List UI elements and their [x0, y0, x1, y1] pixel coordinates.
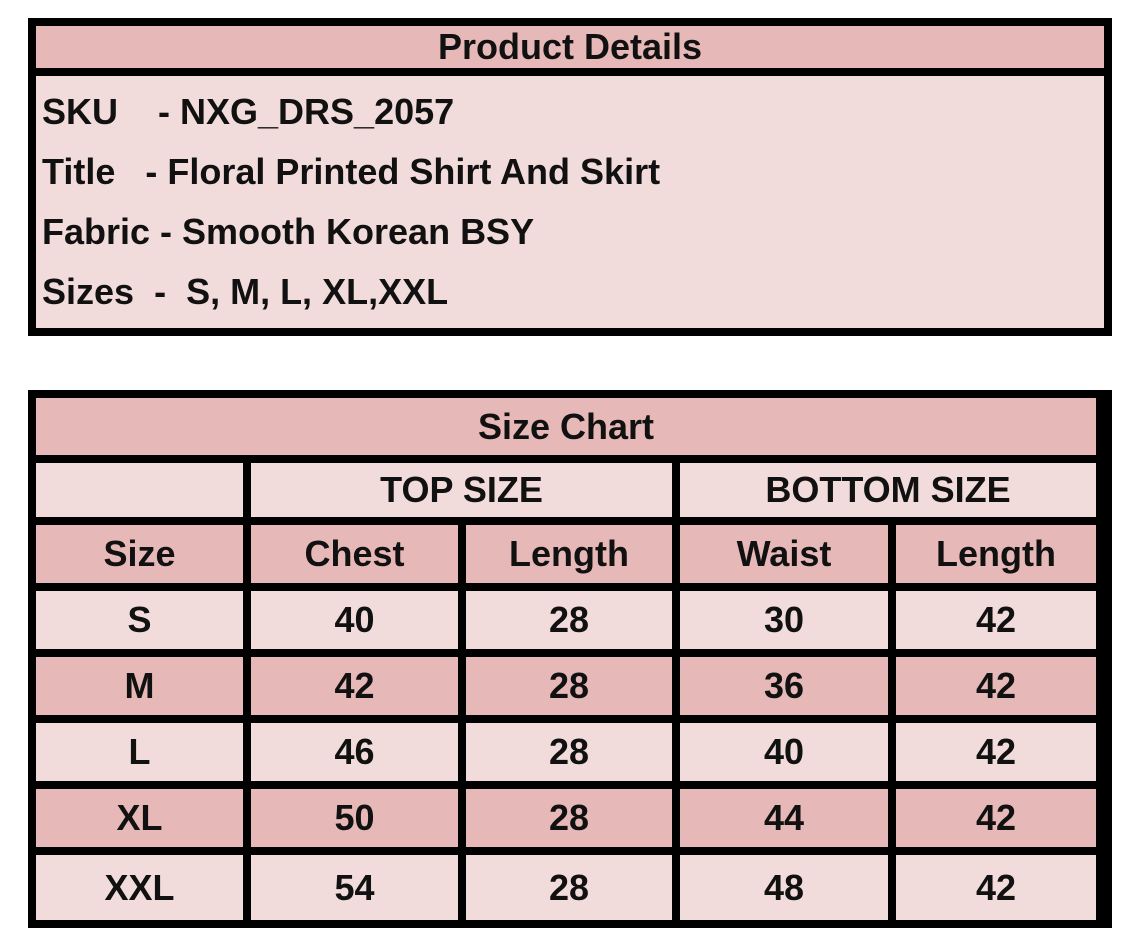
table-cell: 40: [680, 723, 888, 781]
table-cell: S: [36, 591, 243, 649]
table-cell: 42: [251, 657, 458, 715]
field-value: NXG_DRS_2057: [180, 91, 455, 132]
field-fabric: Fabric - Smooth Korean BSY: [42, 202, 1098, 262]
table-cell: 42: [896, 657, 1096, 715]
table-cell: 54: [251, 855, 458, 920]
field-separator: -: [115, 151, 168, 192]
field-label: Sizes: [42, 271, 135, 312]
table-cell: 28: [466, 855, 672, 920]
table-cell: 44: [680, 789, 888, 847]
table-cell: 42: [896, 723, 1096, 781]
table-cell: 48: [680, 855, 888, 920]
field-value: Floral Printed Shirt And Skirt: [167, 151, 661, 192]
field-separator: -: [134, 271, 187, 312]
column-header: Size: [36, 525, 243, 583]
table-cell: XL: [36, 789, 243, 847]
table-cell: 42: [896, 591, 1096, 649]
table-cell: 28: [466, 723, 672, 781]
group-top-size: TOP SIZE: [251, 463, 672, 517]
column-header: Length: [896, 525, 1096, 583]
table-cell: L: [36, 723, 243, 781]
field-label: SKU: [42, 91, 119, 132]
product-details-body: SKU - NXG_DRS_2057 Title - Floral Printe…: [36, 76, 1104, 328]
empty-cell: [36, 463, 243, 517]
table-cell: 36: [680, 657, 888, 715]
field-separator: -: [118, 91, 181, 132]
table-cell: 42: [896, 789, 1096, 847]
field-separator: -: [150, 211, 183, 252]
product-details-table: Product Details SKU - NXG_DRS_2057 Title…: [28, 18, 1112, 336]
table-cell: XXL: [36, 855, 243, 920]
field-sizes: Sizes - S, M, L, XL,XXL: [42, 262, 1098, 322]
field-label: Title: [42, 151, 116, 192]
table-cell: 40: [251, 591, 458, 649]
table-cell: M: [36, 657, 243, 715]
table-cell: 42: [896, 855, 1096, 920]
group-bottom-size: BOTTOM SIZE: [680, 463, 1096, 517]
column-header: Chest: [251, 525, 458, 583]
table-cell: 28: [466, 591, 672, 649]
size-chart-table: Size Chart TOP SIZE BOTTOM SIZE Size Che…: [28, 390, 1112, 928]
field-value: Smooth Korean BSY: [182, 211, 535, 252]
field-sku: SKU - NXG_DRS_2057: [42, 82, 1098, 142]
field-title: Title - Floral Printed Shirt And Skirt: [42, 142, 1098, 202]
size-chart-title: Size Chart: [36, 398, 1096, 455]
field-label: Fabric: [42, 211, 151, 252]
table-cell: 28: [466, 789, 672, 847]
table-cell: 28: [466, 657, 672, 715]
field-value: S, M, L, XL,XXL: [186, 271, 449, 312]
table-cell: 30: [680, 591, 888, 649]
product-details-title: Product Details: [36, 26, 1104, 68]
column-header: Length: [466, 525, 672, 583]
table-cell: 46: [251, 723, 458, 781]
table-cell: 50: [251, 789, 458, 847]
column-header: Waist: [680, 525, 888, 583]
